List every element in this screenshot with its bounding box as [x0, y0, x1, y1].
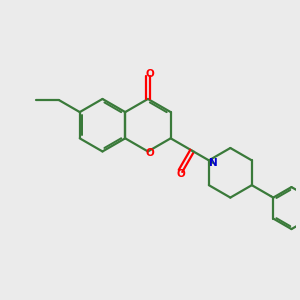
Text: O: O: [176, 169, 185, 179]
Text: O: O: [146, 148, 154, 158]
Text: N: N: [209, 158, 218, 168]
Text: O: O: [146, 69, 154, 79]
